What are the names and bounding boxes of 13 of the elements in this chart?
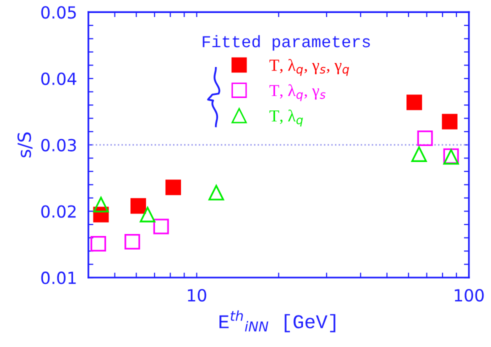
y-axis-title: s/S — [17, 132, 33, 158]
y-tick-label: 0.05 — [41, 6, 76, 19]
x-tick-label: 100 — [454, 289, 484, 302]
y-tick-label: 0.02 — [41, 205, 76, 218]
y-tick-label: 0.01 — [41, 272, 76, 284]
x-tick-label: 10 — [188, 289, 206, 302]
legend-title: Fitted parameters — [202, 35, 370, 51]
legend-label: T, λ$_{q}$ — [269, 110, 303, 127]
text: E$^{th}$$_{iNN}$ [GeV] — [220, 310, 336, 332]
y-tick-label: 0.03 — [41, 138, 76, 152]
legend-label: T, λ$_{q}$, γ$_{s}$, γ$_{q}$ — [269, 58, 349, 76]
legend-label: T, λ$_{q}$, γ$_{s}$ — [269, 84, 326, 102]
y-tick-label: 0.04 — [41, 72, 76, 86]
